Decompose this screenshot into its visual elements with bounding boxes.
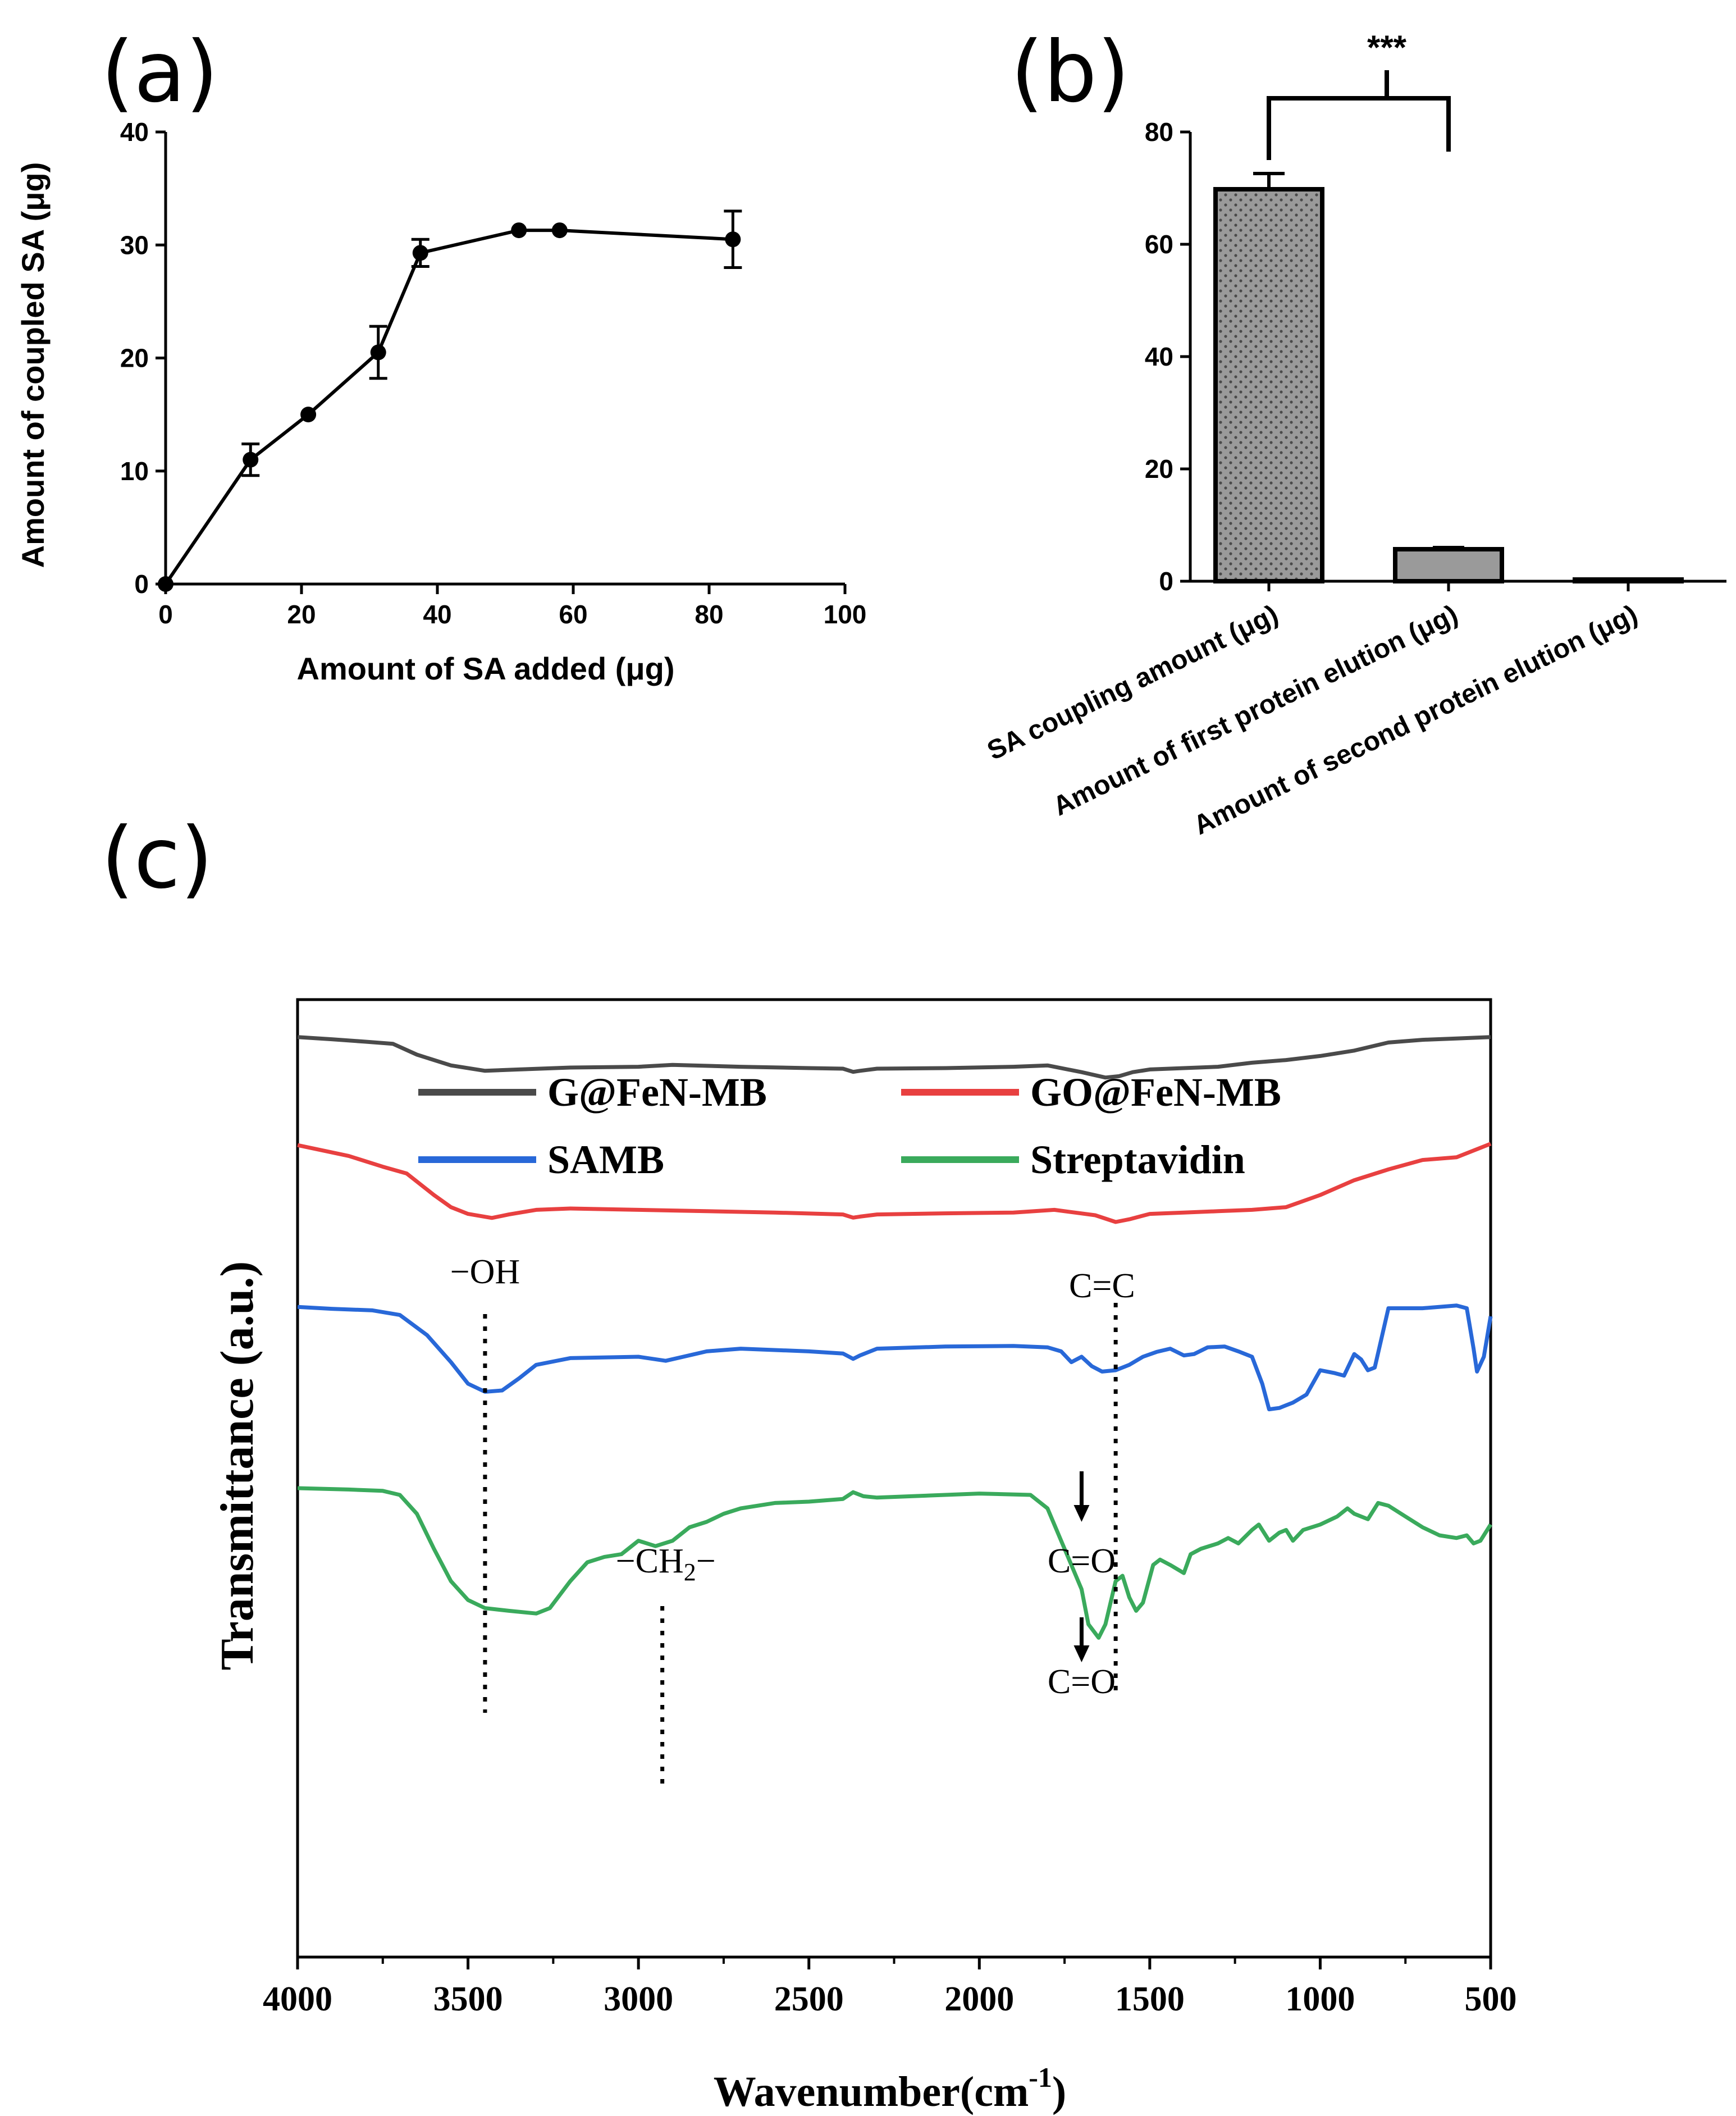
- chart-c-series-line: [297, 1486, 1492, 1640]
- chart-c-annotation-label: C=C: [1069, 1267, 1135, 1305]
- panel-label-a: (a): [101, 24, 218, 121]
- chart-c-plot-frame: [296, 998, 1492, 1959]
- chart-c-series-line: [297, 1303, 1493, 1412]
- chart-a-point: [412, 245, 428, 261]
- chart-c-x-tick-label: 3500: [433, 1980, 503, 2018]
- chart-a-series: [158, 209, 742, 592]
- chart-c-annotation-text: −OH: [450, 1253, 520, 1291]
- chart-a-point: [551, 222, 568, 239]
- chart-a-x-tick-label: 80: [695, 600, 723, 629]
- chart-b-significance-bracket: [1267, 96, 1451, 160]
- chart-c: 4000 3500 3000 2500 2000 1500 1000 500 −OH C=C C=…: [211, 998, 1517, 2115]
- chart-a-x-tick-label: 60: [559, 600, 587, 629]
- chart-c-x-tick-label: 2500: [774, 1980, 844, 2018]
- chart-c-legend-label: G@FeN-MB: [547, 1070, 767, 1115]
- chart-a-y-axis-label: Amount of coupled SA (μg): [15, 162, 51, 568]
- chart-b-bar: [1573, 577, 1684, 583]
- chart-a-x-tick-label: 100: [824, 600, 867, 629]
- panel-label-b: (b): [1011, 24, 1130, 121]
- chart-b-y-tick-label: 60: [1145, 230, 1173, 259]
- chart-c-x-tick-label: 1500: [1115, 1980, 1185, 2018]
- chart-b-ticks: 0 20 40 60 80: [1145, 117, 1630, 596]
- chart-c-annotation-label: C=O: [1048, 1663, 1116, 1701]
- chart-c-x-axis-label-end: ): [1052, 2068, 1066, 2115]
- chart-c-annotation-text: C=O: [1048, 1663, 1116, 1701]
- chart-b-bars: [1213, 70, 1684, 583]
- chart-c-x-tick-label: 3000: [604, 1980, 673, 2018]
- chart-c-series: [297, 1035, 1493, 1640]
- chart-b: 0 20 40 60 80 SA coupling amount (μg)Amount …: [983, 29, 1726, 841]
- chart-a-point: [725, 231, 741, 248]
- chart-c-legend-label: GO@FeN-MB: [1030, 1070, 1281, 1115]
- chart-c-annotation-text: C=O: [1048, 1542, 1116, 1580]
- chart-c-annotation-sub: 2: [684, 1558, 696, 1586]
- chart-a-point: [243, 452, 259, 468]
- chart-a-x-tick-label: 0: [158, 600, 173, 629]
- chart-c-legend-label: SAMB: [547, 1137, 664, 1182]
- chart-c-annotation-text: C=C: [1069, 1267, 1135, 1305]
- chart-c-legend-label: Streptavidin: [1030, 1137, 1245, 1182]
- chart-b-bar: [1393, 547, 1504, 583]
- chart-a: 0 20 40 60 80 100 0 10 20 30 40 Amount of SA added…: [15, 117, 866, 686]
- chart-c-x-axis-label: Wavenumber(cm-1): [714, 2062, 1066, 2115]
- chart-a-point: [300, 407, 317, 423]
- chart-b-bar: [1213, 187, 1324, 583]
- chart-c-x-axis-label-main: Wavenumber(cm: [714, 2068, 1029, 2115]
- chart-a-x-tick-label: 40: [423, 600, 451, 629]
- chart-c-x-tick-label: 4000: [263, 1980, 332, 2018]
- chart-c-x-tick-label: 1000: [1285, 1980, 1355, 2018]
- chart-c-x-tick-label: 2000: [944, 1980, 1014, 2018]
- chart-c-annotation-label: −CH2−: [616, 1542, 716, 1586]
- chart-b-y-tick-label: 40: [1145, 342, 1173, 371]
- chart-b-category-label: SA coupling amount (μg): [983, 599, 1283, 766]
- chart-b-y-tick-label: 20: [1145, 454, 1173, 484]
- chart-b-significance-label: ***: [1367, 29, 1407, 66]
- chart-c-arrow-head: [1073, 1505, 1090, 1522]
- chart-c-annotations: −OH C=C C=O C=O −CH2−: [450, 1253, 1135, 1791]
- chart-c-annotation-end: −: [696, 1542, 716, 1580]
- chart-c-legend: G@FeN-MB GO@FeN-MB SAMB Streptavidin: [418, 1070, 1281, 1182]
- chart-c-annotation-text: −CH: [616, 1542, 684, 1580]
- chart-c-x-axis-label-sup: -1: [1029, 2062, 1052, 2093]
- chart-c-x-tick-label: 500: [1465, 1980, 1517, 2018]
- chart-c-axes: [296, 998, 1492, 1959]
- chart-c-series-line: [297, 1035, 1491, 1080]
- chart-a-point: [370, 344, 386, 361]
- chart-c-arrow-head: [1073, 1645, 1090, 1662]
- chart-a-x-tick-label: 20: [287, 600, 316, 629]
- chart-a-ticks: 0 20 40 60 80 100 0 10 20 30 40: [120, 117, 867, 629]
- chart-a-y-tick-label: 20: [120, 344, 149, 373]
- chart-b-y-tick-label: 80: [1145, 117, 1173, 147]
- chart-a-point: [158, 576, 173, 592]
- chart-a-x-axis-label: Amount of SA added (μg): [297, 651, 675, 686]
- chart-a-y-tick-label: 10: [120, 457, 149, 486]
- chart-a-y-tick-label: 30: [120, 230, 149, 259]
- panel-label-c: (c): [101, 810, 213, 907]
- chart-a-series-line: [164, 229, 733, 585]
- chart-b-category-labels: SA coupling amount (μg)Amount of first p…: [983, 599, 1642, 841]
- chart-a-point: [511, 222, 527, 239]
- chart-a-y-tick-label: 40: [120, 117, 149, 147]
- chart-a-y-tick-label: 0: [134, 569, 149, 599]
- chart-c-annotation-label: C=O: [1048, 1542, 1116, 1580]
- chart-c-annotation-label: −OH: [450, 1253, 520, 1291]
- chart-c-y-axis-label: Transmittance (a.u.): [211, 1261, 263, 1671]
- chart-a-axes: [164, 132, 845, 586]
- chart-c-series-line: [297, 1142, 1492, 1224]
- chart-b-y-tick-label: 0: [1159, 567, 1173, 596]
- chart-c-ticks: 4000 3500 3000 2500 2000 1500 1000 500: [263, 1957, 1517, 2018]
